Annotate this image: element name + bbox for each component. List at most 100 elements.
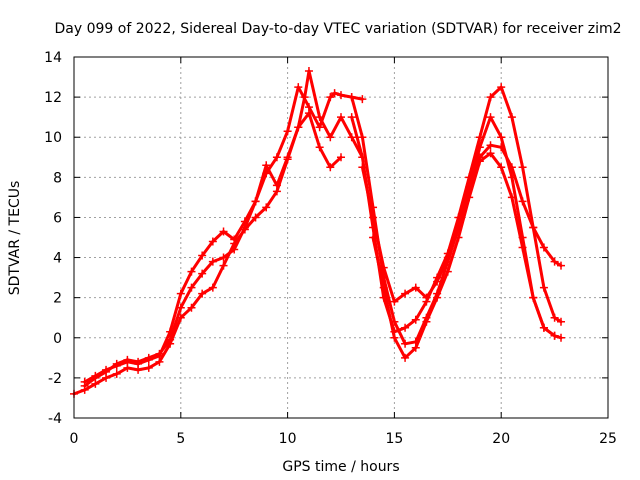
y-tick-label: 6 [53,210,62,226]
data-point [486,93,495,102]
data-point [475,143,484,152]
data-point [358,153,367,162]
data-point [283,153,292,162]
data-point [294,123,303,132]
data-point [240,217,249,226]
data-point [465,193,474,202]
data-point [358,133,367,142]
data-point [475,157,484,166]
data-point [337,153,345,162]
data-point [326,163,335,172]
data-point [326,93,335,102]
data-point [539,283,548,292]
data-point [176,289,185,298]
data-point [304,109,313,118]
data-point [433,277,442,286]
series-arc-3 [83,111,343,384]
data-point [304,67,313,76]
y-tick-label: 2 [53,291,62,307]
data-point [497,163,506,172]
series-arc-2 [83,85,364,388]
y-tick-label: 0 [53,331,62,347]
data-point [486,141,495,150]
y-tick-label: 4 [53,251,62,267]
series-arc-7 [371,151,557,360]
data-point [219,253,228,262]
data-point [272,181,281,190]
data-point [208,283,217,292]
data-point [187,267,196,276]
data-point [539,323,548,332]
data-point [166,327,175,336]
data-point [422,293,431,302]
data-point [401,339,410,348]
data-point [422,317,431,326]
data-point [112,361,121,370]
data-point [390,297,399,306]
x-tick-label: 0 [70,431,79,447]
data-point [315,143,324,152]
data-point [539,243,548,252]
data-point [230,235,239,244]
data-point [144,363,153,372]
data-point [507,173,516,182]
data-point [379,283,388,292]
data-point [208,257,217,266]
y-tick-label: 8 [53,170,62,186]
data-point [411,315,420,324]
data-point [337,91,345,100]
data-point [262,203,271,212]
data-point [230,245,239,254]
data-point [518,197,527,206]
data-point [219,227,228,236]
tick-marks [73,56,609,419]
y-axis-label: SDTVAR / TECUs [7,181,23,296]
data-point [144,355,153,364]
data-point [272,153,281,162]
x-tick-label: 25 [599,431,617,447]
chart-title: Day 099 of 2022, Sidereal Day-to-day VTE… [55,21,622,37]
data-point [337,113,345,122]
data-point [379,263,388,272]
data-point [315,123,324,132]
x-tick-label: 15 [385,431,403,447]
y-tick-label: 12 [44,90,62,106]
y-tick-labels: -4 -2 0 2 4 6 8 10 12 14 [44,50,62,427]
data-point [443,253,452,262]
data-point [550,313,559,322]
data-point [80,377,89,386]
y-tick-label: -2 [48,371,62,387]
y-tick-label: 14 [44,50,62,66]
data-point [557,261,566,270]
data-point [251,197,260,206]
data-point [198,251,207,260]
data-point [411,343,420,352]
data-point [198,269,207,278]
data-point [123,357,132,366]
data-point [497,133,506,142]
data-point [518,163,527,172]
data-point [208,237,217,246]
data-point [330,89,339,98]
data-point [518,243,527,252]
data-point [155,351,164,360]
data-point [557,333,566,342]
data-point [369,213,378,222]
x-tick-label: 20 [492,431,510,447]
data-point [283,127,292,136]
x-tick-label: 10 [279,431,297,447]
data-point [91,371,100,380]
plot-frame [73,56,609,419]
data-point [454,233,463,242]
data-point [294,83,303,92]
y-tick-label: -4 [48,411,62,427]
data-point [433,293,442,302]
data-point [443,267,452,276]
data-point [507,113,516,122]
data-point [401,353,410,362]
data-point [347,133,356,142]
data-point [497,83,506,92]
data-point [102,365,111,374]
data-point [401,323,410,332]
